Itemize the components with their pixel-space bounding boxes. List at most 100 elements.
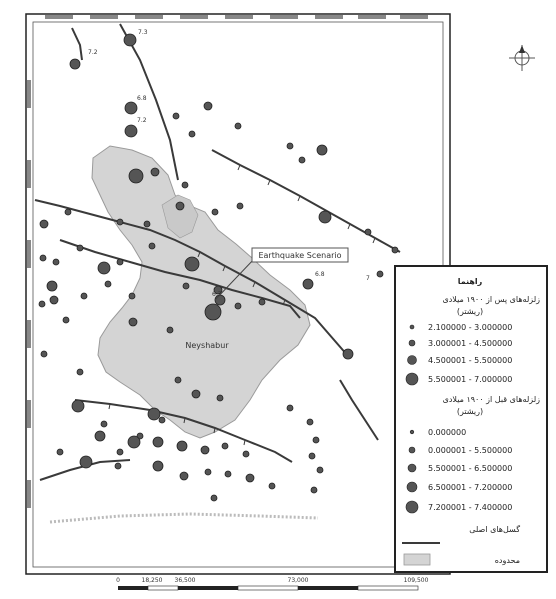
scale-tick: 73,000 xyxy=(288,577,309,584)
legend-item: 6.500001 - 7.200000 xyxy=(428,483,512,492)
epicentre xyxy=(236,202,244,210)
epicentre xyxy=(203,101,213,111)
legend-symbol xyxy=(407,463,417,473)
epicentre xyxy=(152,460,164,472)
magnitude-label: 6.8 xyxy=(315,271,325,278)
epicentre xyxy=(181,181,189,189)
legend-group2-sub: (ریشتر) xyxy=(457,407,483,416)
magnitude-labels: 7.2 7.3 6.8 7.2 6.8 6.7 7 xyxy=(88,29,370,298)
epicentre xyxy=(268,482,276,490)
epicentre xyxy=(56,448,64,456)
magnitude-label: 7.3 xyxy=(138,29,148,36)
top-graticule xyxy=(45,15,428,19)
fault-line-east xyxy=(339,379,379,441)
epicentre xyxy=(116,448,124,456)
epicentre xyxy=(184,256,200,272)
fault-line-north xyxy=(211,149,401,253)
epicentre xyxy=(150,167,160,177)
legend-item: 0.000001 - 5.500000 xyxy=(428,446,512,455)
epicentre xyxy=(64,208,72,216)
epicentre xyxy=(100,420,108,428)
magnitude-label: 7.2 xyxy=(137,117,147,124)
fault-line-northwest xyxy=(71,27,83,61)
legend-item: 7.200001 - 7.400000 xyxy=(428,503,512,512)
epicentre xyxy=(245,473,255,483)
epicentre xyxy=(80,292,88,300)
fault-line-faint-south xyxy=(49,512,319,524)
epicentre xyxy=(124,101,138,115)
epicentre xyxy=(39,219,49,229)
epicentre xyxy=(94,430,106,442)
epicentre xyxy=(204,468,212,476)
callout-label: Earthquake Scenario xyxy=(258,251,341,260)
epicentre xyxy=(38,300,46,308)
epicentre xyxy=(172,112,180,120)
epicentre xyxy=(213,285,223,295)
epicentre xyxy=(316,144,328,156)
epicentre xyxy=(104,280,112,288)
epicentre xyxy=(71,399,85,413)
epicentre xyxy=(234,302,242,310)
epicentre xyxy=(211,208,219,216)
epicentre xyxy=(128,168,144,184)
epicentre xyxy=(114,462,122,470)
scale-bar: 0 18,250 36,500 73,000 109,500 xyxy=(116,577,429,591)
legend-group2-title: زلزله‌های قبل از ۱۹۰۰ میلادی xyxy=(443,395,541,404)
main-faults xyxy=(34,23,401,481)
fault-line-central xyxy=(34,199,349,357)
epicentre xyxy=(176,440,188,452)
legend: راهنما زلزله‌های پس از ۱۹۰۰ میلادی (ریشت… xyxy=(394,265,548,573)
legend-group1-title: زلزله‌های پس از ۱۹۰۰ میلادی xyxy=(442,295,540,304)
epicentre xyxy=(39,254,47,262)
scale-tick: 18,250 xyxy=(142,577,163,584)
epicentre xyxy=(97,261,111,275)
legend-symbol-large xyxy=(405,500,419,514)
callout-box xyxy=(251,247,349,263)
scale-tick: 0 xyxy=(116,577,120,584)
magnitude-label: 7 xyxy=(366,275,370,282)
fault-line-mid xyxy=(59,239,301,319)
epicentre xyxy=(40,350,48,358)
epicentre xyxy=(179,471,189,481)
epicentre xyxy=(191,389,201,399)
epicentre xyxy=(147,407,161,421)
legend-fault-label: گسل‌های اصلی xyxy=(469,524,520,534)
city-label: Neyshabur xyxy=(185,341,229,350)
epicentre xyxy=(76,244,84,252)
epicentre xyxy=(204,303,222,321)
legend-symbol-large xyxy=(405,372,419,386)
legend-symbol xyxy=(408,339,416,347)
epicentre xyxy=(123,33,137,47)
epicentre xyxy=(174,376,182,384)
epicentre xyxy=(116,258,124,266)
epicentres xyxy=(38,33,399,502)
epicentre xyxy=(69,58,81,70)
epicentre xyxy=(158,416,166,424)
epicentre xyxy=(62,316,70,324)
legend-item: 5.500001 - 7.000000 xyxy=(428,375,512,384)
epicentre xyxy=(316,466,324,474)
legend-area-symbol xyxy=(403,553,431,566)
scale-tick: 36,500 xyxy=(175,577,196,584)
epicentre xyxy=(200,445,210,455)
epicentre xyxy=(49,295,59,305)
magnitude-label: 6.8 xyxy=(137,95,147,102)
magnitude-label: 7.2 xyxy=(88,49,98,56)
epicentre xyxy=(52,258,60,266)
epicentre xyxy=(221,442,229,450)
legend-symbol xyxy=(407,355,417,365)
epicentre xyxy=(128,292,136,300)
epicentre xyxy=(286,142,294,150)
legend-group1-sub: (ریشتر) xyxy=(457,307,483,316)
epicentre xyxy=(148,242,156,250)
epicentre xyxy=(127,435,141,449)
fault-line-south xyxy=(74,399,293,463)
scale-tick: 109,500 xyxy=(404,577,429,584)
study-area-polygon xyxy=(91,145,311,439)
magnitude-label: 6.7 xyxy=(212,291,222,298)
epicentre xyxy=(143,220,151,228)
epicentre xyxy=(342,348,354,360)
left-graticule xyxy=(27,80,31,508)
legend-item: 0.000000 xyxy=(428,428,466,437)
epicentre xyxy=(234,122,242,130)
